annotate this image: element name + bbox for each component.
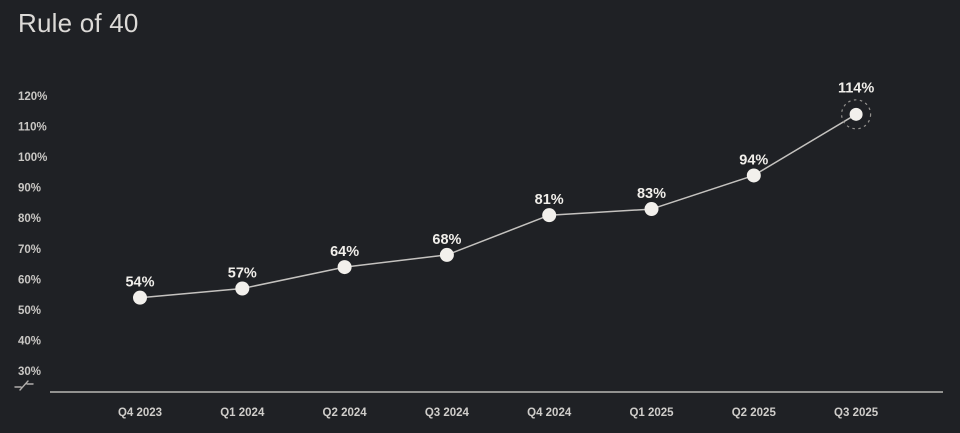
- data-point-highlight-ring: [840, 99, 872, 130]
- data-point[interactable]: [542, 208, 557, 223]
- data-point-label: 57%: [228, 266, 257, 282]
- trend-line: [139, 113, 857, 299]
- y-tick-label: 100%: [18, 152, 47, 164]
- x-tick-label: Q2 2025: [732, 407, 777, 419]
- data-point-label: 83%: [637, 186, 666, 202]
- x-tick-label: Q4 2023: [118, 407, 162, 419]
- data-point[interactable]: [644, 202, 659, 217]
- x-tick-label: Q2 2024: [323, 407, 368, 419]
- y-tick-label: 60%: [18, 274, 41, 286]
- y-tick-label: 40%: [18, 335, 41, 347]
- data-point-label: 114%: [838, 80, 874, 96]
- y-tick-label: 80%: [18, 213, 41, 225]
- data-point[interactable]: [133, 290, 147, 305]
- x-tick-label: Q4 2024: [527, 407, 572, 419]
- x-tick-label: Q3 2024: [425, 407, 470, 419]
- y-tick-label: 110%: [18, 122, 47, 134]
- data-point[interactable]: [337, 260, 352, 275]
- y-tick-label: 50%: [18, 305, 41, 317]
- x-tick-label: Q1 2025: [629, 407, 674, 419]
- x-tick-label: Q3 2025: [834, 407, 879, 419]
- chart-title: Rule of 40: [18, 8, 139, 38]
- data-point[interactable]: [849, 107, 863, 121]
- y-tick-label: 70%: [18, 244, 41, 256]
- y-tick-label: 30%: [18, 366, 41, 378]
- data-point-label: 81%: [535, 192, 564, 208]
- x-tick-label: Q1 2024: [220, 407, 265, 419]
- data-point-label: 94%: [739, 152, 768, 168]
- data-point-label: 64%: [330, 244, 359, 260]
- axis-break-icon: [14, 380, 34, 391]
- data-point[interactable]: [746, 168, 761, 183]
- data-point[interactable]: [235, 281, 250, 296]
- y-tick-label: 120%: [18, 91, 47, 103]
- data-point-label: 54%: [125, 275, 154, 291]
- data-point[interactable]: [439, 247, 454, 262]
- data-point-label: 68%: [432, 232, 461, 248]
- y-tick-label: 90%: [18, 183, 41, 195]
